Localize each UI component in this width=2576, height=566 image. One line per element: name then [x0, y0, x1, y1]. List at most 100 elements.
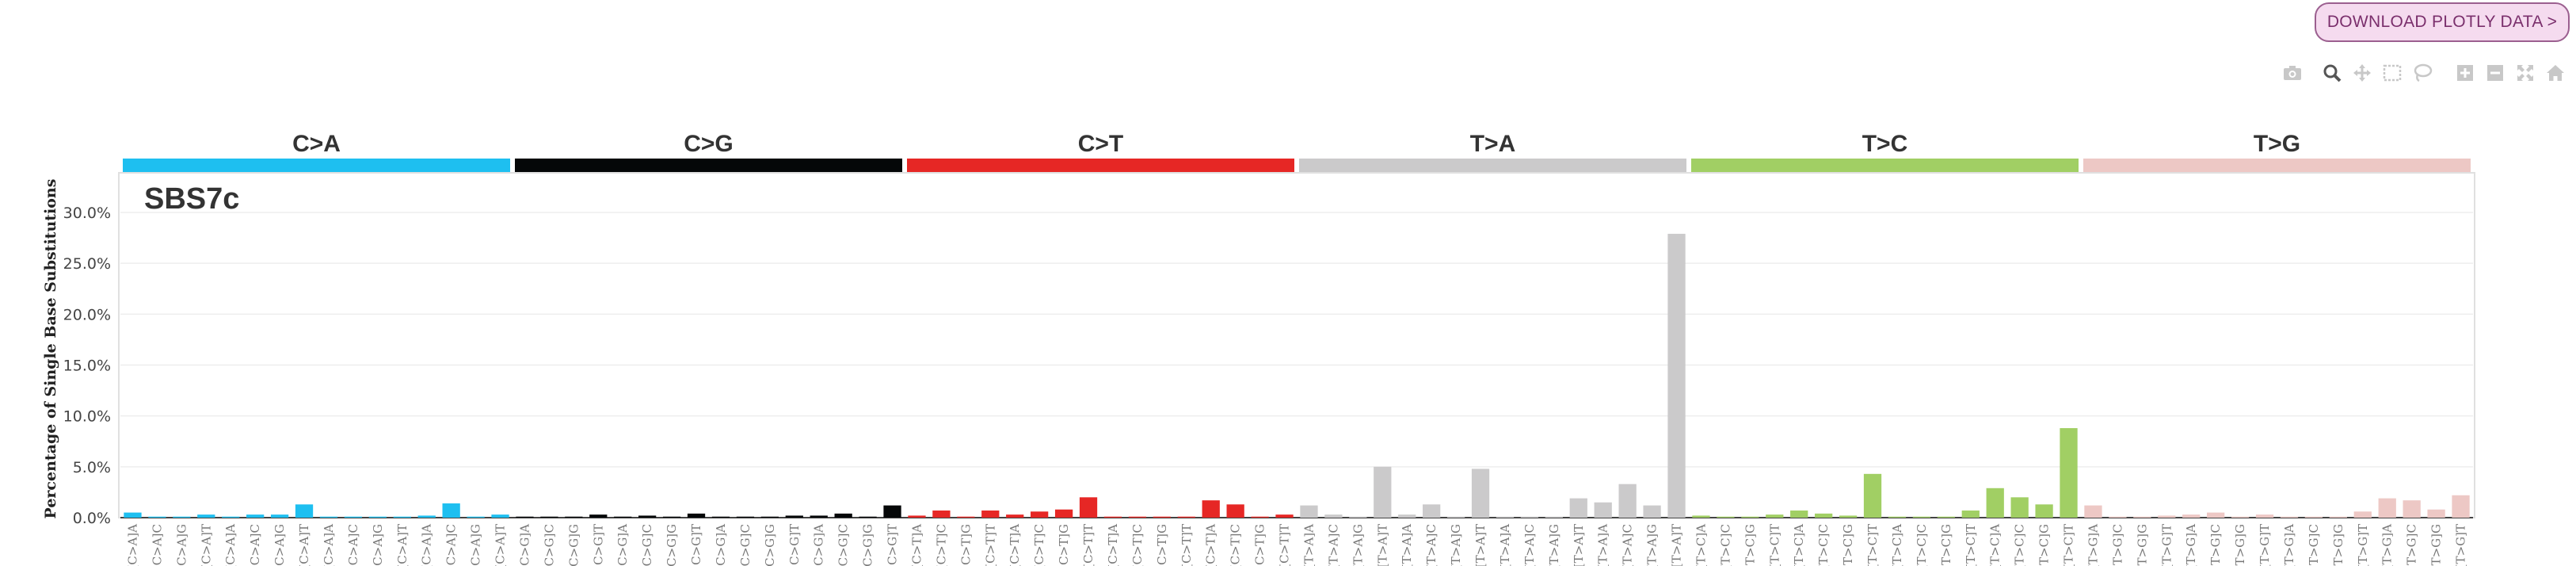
lasso-icon[interactable]: [2411, 62, 2433, 84]
bar-A[C>A]C: [148, 516, 166, 518]
x-tick-G[T>G]C: G[T>G]C: [2307, 524, 2321, 566]
group-bar-5: [2083, 159, 2471, 172]
bar-C[C>T]T: [1079, 497, 1098, 518]
x-tick-G[T>C]C: G[T>C]C: [1915, 524, 1929, 566]
group-label-3: T>A: [1470, 131, 1516, 157]
plot-frame: [118, 172, 2475, 518]
bar-G[T>G]A: [2280, 516, 2299, 518]
x-tick-C[C>A]T: C[C>A]T: [297, 524, 311, 566]
x-tick-G[T>A]A: G[T>A]A: [1498, 524, 1512, 566]
bar-T[T>C]C: [2010, 497, 2029, 518]
bar-A[C>A]G: [173, 516, 191, 518]
x-tick-G[C>T]A: G[C>T]A: [1106, 524, 1120, 566]
bar-A[C>T]G: [957, 516, 975, 518]
bars: [124, 233, 2470, 518]
bar-C[C>A]C: [246, 514, 265, 518]
autoscale-icon[interactable]: [2514, 62, 2536, 84]
bar-A[T>C]T: [1766, 514, 1784, 518]
bar-C[T>G]C: [2207, 512, 2225, 518]
camera-icon[interactable]: [2281, 62, 2304, 84]
x-tick-T[C>G]T: T[C>G]T: [886, 524, 900, 566]
x-tick-A[T>G]T: A[T>G]T: [2159, 524, 2174, 566]
x-tick-T[T>C]G: T[T>C]G: [2037, 524, 2052, 566]
x-tick-T[C>A]G: T[C>A]G: [469, 524, 483, 566]
group-bar-3: [1299, 159, 1686, 172]
x-tick-G[C>A]A: G[C>A]A: [322, 524, 336, 566]
x-tick-G[C>T]C: G[C>T]C: [1130, 524, 1145, 566]
group-bar-2: [907, 159, 1294, 172]
x-tick-C[C>T]A: C[C>T]A: [1008, 524, 1022, 566]
y-tick-5: 25.0%: [63, 255, 111, 273]
x-tick-C[C>G]T: C[C>G]T: [689, 524, 703, 566]
group-bar-0: [123, 159, 510, 172]
x-tick-A[T>C]T: A[T>C]T: [1767, 524, 1781, 566]
bar-A[T>A]T: [1374, 466, 1392, 518]
zoom-out-icon[interactable]: [2484, 62, 2506, 84]
bar-G[T>G]C: [2304, 516, 2323, 518]
x-tick-C[T>G]G: C[T>G]G: [2233, 524, 2247, 566]
x-tick-T[T>G]C: T[T>G]C: [2405, 524, 2419, 566]
x-tick-C[T>C]T: C[T>C]T: [1865, 524, 1880, 566]
x-tick-C[C>T]T: C[C>T]T: [1081, 524, 1096, 566]
x-tick-G[T>C]G: G[T>C]G: [1939, 524, 1953, 566]
x-tick-G[C>G]A: G[C>G]A: [714, 524, 728, 566]
home-icon[interactable]: [2544, 62, 2566, 84]
bar-T[T>C]G: [2035, 504, 2053, 518]
x-tick-T[T>G]G: T[T>G]G: [2429, 524, 2444, 566]
zoom-icon[interactable]: [2321, 62, 2343, 84]
bar-A[C>G]T: [589, 514, 608, 518]
x-tick-G[C>G]T: G[C>G]T: [787, 524, 802, 566]
x-tick-C[T>A]C: C[T>A]C: [1424, 524, 1439, 566]
y-tick-3: 15.0%: [63, 358, 111, 375]
chart-title: SBS7c: [144, 182, 239, 216]
x-tick-A[T>G]G: A[T>G]G: [2135, 524, 2149, 566]
bar-T[C>T]T: [1275, 514, 1294, 518]
bar-C[T>C]C: [1815, 513, 1833, 518]
bar-G[C>A]G: [368, 516, 387, 518]
bar-T[T>A]C: [1618, 484, 1637, 518]
x-axis-ticks: A[C>A]A A[C>A]C A[C>A]G A[C>A]T C[C>A]A C[C>A…: [125, 524, 2467, 566]
download-plotly-data-button[interactable]: DOWNLOAD PLOTLY DATA >: [2315, 2, 2570, 42]
bar-T[T>A]A: [1594, 502, 1612, 518]
bar-G[T>G]G: [2329, 516, 2347, 518]
bar-T[C>T]C: [1226, 504, 1244, 518]
x-tick-G[T>G]T: G[T>G]T: [2356, 524, 2370, 566]
bar-T[C>A]A: [417, 515, 436, 518]
bar-A[C>T]C: [932, 511, 951, 518]
x-tick-C[T>A]G: C[T>A]G: [1449, 524, 1463, 566]
x-tick-A[T>A]A: A[T>A]A: [1301, 524, 1316, 566]
x-tick-T[C>T]C: T[C>T]C: [1229, 524, 1243, 566]
x-tick-C[C>A]A: C[C>A]A: [223, 524, 238, 566]
bar-A[T>G]T: [2158, 515, 2176, 518]
bar-G[T>A]A: [1496, 516, 1515, 518]
x-tick-C[C>A]G: C[C>A]G: [272, 524, 287, 566]
bar-G[T>A]T: [1569, 498, 1587, 518]
x-tick-G[C>A]C: G[C>A]C: [346, 524, 360, 566]
bar-A[T>C]C: [1717, 516, 1735, 518]
bar-C[C>A]A: [222, 516, 240, 518]
x-tick-A[C>A]G: A[C>A]G: [174, 524, 189, 566]
bar-A[C>G]A: [516, 516, 534, 518]
x-tick-T[C>G]G: T[C>G]G: [861, 524, 875, 566]
y-tick-6: 30.0%: [63, 205, 111, 222]
pan-icon[interactable]: [2351, 62, 2373, 84]
zoom-in-icon[interactable]: [2454, 62, 2476, 84]
x-tick-A[C>A]T: A[C>A]T: [199, 524, 213, 566]
bar-A[T>G]C: [2109, 516, 2127, 518]
bar-C[T>C]T: [1863, 473, 1882, 518]
box-select-icon[interactable]: [2381, 62, 2403, 84]
bar-G[C>A]A: [319, 516, 338, 518]
bar-C[C>G]T: [687, 513, 706, 518]
x-tick-T[T>A]T: T[T>A]T: [1670, 524, 1684, 566]
x-tick-A[C>G]G: A[C>G]G: [566, 524, 581, 566]
x-tick-G[T>C]T: G[T>C]T: [1964, 524, 1978, 566]
bar-G[C>G]G: [760, 516, 779, 518]
x-tick-C[C>T]C: C[C>T]C: [1032, 524, 1046, 566]
bar-A[C>G]C: [540, 516, 558, 518]
bar-A[T>G]G: [2133, 516, 2151, 518]
bar-T[C>T]G: [1251, 516, 1269, 518]
bar-T[T>G]A: [2378, 498, 2396, 518]
bar-A[C>T]T: [981, 511, 1000, 518]
bar-T[T>G]C: [2403, 500, 2421, 518]
x-tick-A[T>C]A: A[T>C]A: [1694, 524, 1708, 566]
